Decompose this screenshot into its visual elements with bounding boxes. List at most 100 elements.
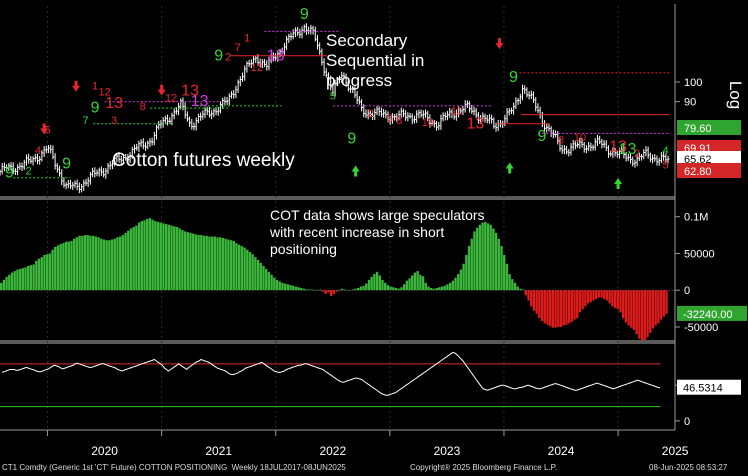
- cot-bar: [113, 238, 116, 291]
- td-count: 9: [538, 128, 547, 145]
- cot-bar: [40, 257, 43, 291]
- cot-bar: [384, 282, 387, 291]
- td-count: 13: [467, 116, 485, 133]
- cot-bar: [140, 221, 143, 291]
- cot-bar: [394, 288, 398, 291]
- td-count: 2: [25, 166, 31, 178]
- cot-bar: [300, 288, 303, 291]
- cot-bar: [646, 290, 649, 338]
- cot-bar: [516, 286, 519, 291]
- cot-bar: [559, 290, 563, 327]
- cot-bar: [524, 290, 528, 296]
- cot-bar: [311, 289, 314, 291]
- cot-bar: [654, 290, 657, 326]
- cot-bar: [603, 290, 606, 300]
- cot-bar: [329, 290, 333, 297]
- cot-bar: [576, 290, 579, 319]
- cotton-futures-annotation: Cotton futures weekly: [112, 150, 295, 171]
- cot-bar: [340, 288, 344, 291]
- td-count: 9: [5, 165, 14, 182]
- cot-bar: [181, 229, 184, 291]
- cot-bar: [229, 240, 233, 291]
- cot-bar: [78, 235, 81, 291]
- cot-bar: [386, 285, 390, 291]
- cot-bar: [492, 228, 495, 291]
- cot-bar: [586, 290, 590, 304]
- cot-bar: [91, 235, 95, 291]
- cot-bar: [108, 240, 111, 291]
- cot-bar: [105, 240, 108, 291]
- cot-bar: [632, 290, 636, 330]
- cot-bar: [592, 290, 595, 301]
- cot-bar: [540, 290, 544, 322]
- cot-bar: [235, 243, 238, 291]
- cot-bar: [175, 226, 179, 291]
- cot-bar: [484, 221, 487, 291]
- cot-bar: [45, 254, 49, 291]
- cot-bar: [143, 220, 146, 291]
- cot-bar: [83, 235, 87, 291]
- cot-bar: [170, 225, 173, 291]
- cot-bar: [581, 290, 584, 310]
- td-count: 9: [509, 69, 518, 86]
- cot-bar: [97, 237, 100, 291]
- cot-bar: [665, 290, 668, 314]
- cot-bar: [521, 289, 525, 291]
- td-count: 5: [663, 160, 669, 172]
- price-label-text: 62.80: [684, 166, 712, 178]
- cot-bar: [454, 277, 457, 291]
- price-ytick-label-90: 90: [684, 97, 696, 109]
- cot-ytick-label: -50000: [684, 322, 718, 334]
- cot-bar: [173, 226, 176, 291]
- cot-bar: [659, 290, 663, 320]
- cot-bar: [354, 288, 357, 291]
- cot-bar: [246, 249, 249, 291]
- cot-bar: [489, 224, 492, 291]
- rsi-last-box: [677, 379, 741, 395]
- cot-bar: [89, 235, 92, 291]
- cot-bar: [56, 245, 60, 291]
- cot-bar: [413, 272, 417, 291]
- cot-bar: [594, 290, 598, 300]
- cot-bar: [208, 236, 211, 291]
- td-count: 4: [663, 145, 669, 157]
- cot-bar: [494, 232, 498, 291]
- cot-bar: [278, 281, 281, 291]
- cot-bar: [146, 218, 149, 291]
- cot-bar: [240, 246, 244, 291]
- td-count: 11: [451, 106, 462, 118]
- cot-bar: [219, 237, 222, 291]
- secondary-sequential-annotation: Secondary Sequential in progress: [326, 31, 425, 90]
- td-count: 12: [98, 87, 110, 99]
- cot-bar: [430, 288, 433, 291]
- td-count: 3: [387, 112, 393, 124]
- cot-bar: [94, 236, 98, 291]
- cot-bar: [351, 289, 354, 291]
- cot-bar: [132, 226, 135, 291]
- cot-bar: [443, 285, 446, 291]
- cot-bar: [202, 235, 206, 291]
- cot-bar: [189, 232, 192, 291]
- cot-bar: [27, 265, 30, 291]
- cot-bar: [283, 283, 287, 291]
- cot-bar: [546, 290, 549, 325]
- cot-bar: [503, 254, 506, 291]
- x-tick-label-2023: 2023: [434, 444, 461, 458]
- cot-bar: [465, 254, 468, 291]
- td-count: 2: [634, 148, 640, 160]
- cot-bar: [294, 286, 298, 291]
- cot-bar: [467, 246, 471, 291]
- cot-bar: [13, 271, 16, 291]
- cot-bar: [302, 288, 306, 291]
- cot-bar: [367, 279, 371, 291]
- cot-bar: [365, 283, 368, 291]
- cot-last-box: [677, 305, 747, 321]
- cot-bar: [232, 240, 235, 291]
- cot-bar: [500, 246, 503, 291]
- td-count: 5: [330, 91, 336, 103]
- td-count: 13: [609, 139, 627, 156]
- cot-bar: [210, 236, 214, 291]
- td-count: 9: [300, 6, 309, 23]
